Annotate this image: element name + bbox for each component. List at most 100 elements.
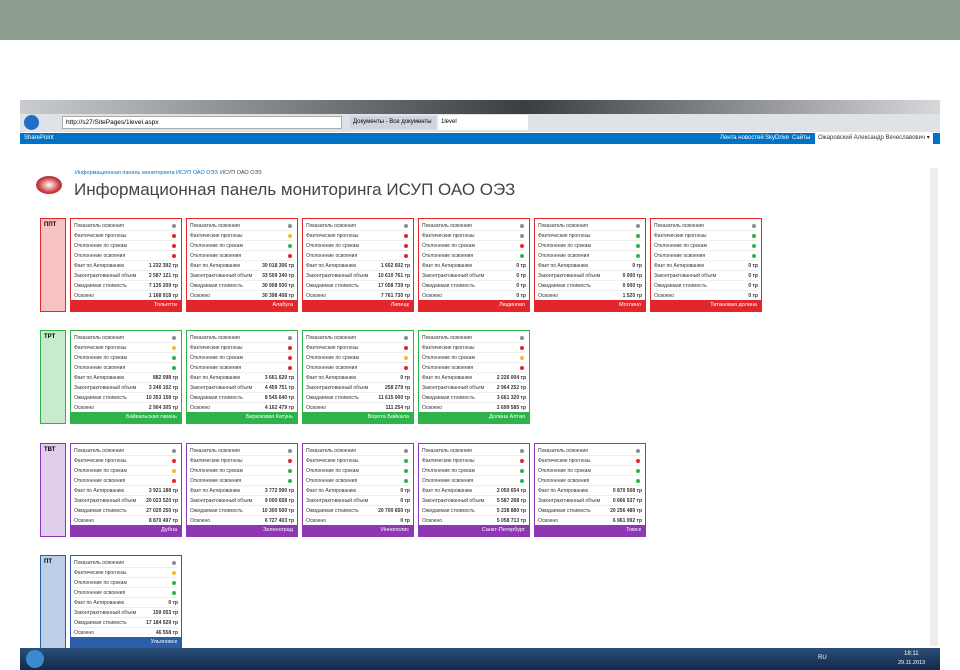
metric-row: Фактические прогнозы (74, 456, 178, 466)
site-card[interactable]: Показатель освоения Фактические прогнозы О… (534, 218, 646, 312)
status-indicator (404, 244, 408, 248)
metric-row: Показатель освоения (74, 446, 178, 456)
site-card[interactable]: Показатель освоения Фактические прогнозы О… (302, 218, 414, 312)
back-button[interactable] (24, 115, 39, 130)
site-card[interactable]: Показатель освоения Фактические прогнозы О… (418, 443, 530, 537)
metric-label: Фактические прогнозы (306, 458, 359, 464)
status-indicator (288, 449, 292, 453)
metric-label: Отклонение освоения (538, 253, 590, 259)
metric-label: Показатель освоения (538, 223, 588, 229)
metric-row: Показатель освоения (538, 446, 642, 456)
site-card[interactable]: Показатель освоения Фактические прогнозы О… (70, 330, 182, 424)
metric-row: Законтрактованный объем 0 тр (306, 496, 410, 506)
metric-label: Факт по Актированию (306, 488, 357, 494)
metric-row: Факт по Актированию 3 661 620 тр (190, 373, 294, 383)
metric-row: Отклонение освоения (190, 363, 294, 373)
link[interactable]: SkyDrive (765, 135, 790, 141)
metric-row: Законтрактованный объем 0 тр (422, 271, 526, 281)
user[interactable]: Ожаровский Александр Вячеславович ▾ (815, 133, 933, 144)
metric-row: Факт по Актированию 1 232 392 тр (74, 261, 178, 271)
status-indicator (520, 244, 524, 248)
link[interactable]: Сайты (792, 135, 811, 141)
brand: SharePoint (24, 135, 54, 141)
metric-label: Ожидаемая стоимость (74, 283, 127, 289)
site-card[interactable]: Показатель освоения Фактические прогнозы О… (186, 443, 298, 537)
metric-row: Законтрактованный объем 0 666 537 тр (538, 496, 642, 506)
site-card[interactable]: Показатель освоения Фактические прогнозы О… (70, 443, 182, 537)
metric-label: Показатель освоения (190, 448, 240, 454)
link[interactable]: Лента новостей (720, 135, 764, 141)
metric-label: Факт по Актированию (190, 488, 241, 494)
site-card[interactable]: Показатель освоения Фактические прогнозы О… (186, 218, 298, 312)
metric-label: Ожидаемая стоимость (538, 283, 591, 289)
metric-label: Отклонение по срокам (538, 243, 591, 249)
metric-row: Отклонение по срокам (190, 241, 294, 251)
status-indicator (172, 254, 176, 258)
site-card[interactable]: Показатель освоения Фактические прогнозы О… (534, 443, 646, 537)
breadcrumb[interactable]: Информационная панель мониторинга ИСУП О… (75, 170, 218, 176)
site-card[interactable]: Показатель освоения Фактические прогнозы О… (418, 218, 530, 312)
tab[interactable]: 1level (438, 115, 528, 130)
metric-label: Законтрактованный объем (74, 273, 137, 279)
status-indicator (172, 346, 176, 350)
status-indicator (172, 561, 176, 565)
breadcrumb[interactable]: ИСУП ОАО ОЭЗ (220, 170, 262, 176)
group-label: ПТ (40, 555, 66, 649)
site-card[interactable]: Показатель освоения Фактические прогнозы О… (70, 555, 182, 649)
metric-label: Отклонение освоения (74, 253, 126, 259)
group-label: ТВТ (40, 443, 66, 537)
metric-row: Отклонение освоения (422, 476, 526, 486)
metric-label: Отклонение по срокам (306, 468, 359, 474)
start-button[interactable] (26, 650, 44, 668)
status-indicator (172, 234, 176, 238)
site-card[interactable]: Показатель освоения Фактические прогнозы О… (302, 443, 414, 537)
address-bar[interactable]: http://s27/SitePages/1level.aspx (62, 116, 342, 129)
metric-row: Ожидаемая стоимость 8 545 640 тр (190, 393, 294, 403)
help[interactable]: ? (928, 135, 932, 141)
site-card[interactable]: Показатель освоения Фактические прогнозы О… (418, 330, 530, 424)
metric-label: Отклонение освоения (190, 365, 242, 371)
metric-value: 20 700 650 тр (378, 508, 410, 514)
scrollbar[interactable] (930, 168, 938, 646)
metric-value: 1 520 тр (622, 293, 642, 299)
metric-value: 5 238 880 тр (496, 508, 526, 514)
metric-value: 6 961 992 тр (612, 518, 642, 524)
metric-value: 8 870 497 тр (148, 518, 178, 524)
metric-value: 27 020 250 тр (146, 508, 178, 514)
metric-row: Отклонение по срокам (422, 466, 526, 476)
metric-row: Законтрактованный объем 2 964 252 тр (422, 383, 526, 393)
site-card[interactable]: Показатель освоения Фактические прогнозы О… (650, 218, 762, 312)
site-card[interactable]: Показатель освоения Фактические прогнозы О… (70, 218, 182, 312)
status-indicator (288, 234, 292, 238)
metric-label: Фактические прогнозы (306, 233, 359, 239)
status-indicator (520, 254, 524, 258)
site-name: Моглино (535, 300, 645, 311)
status-indicator (172, 459, 176, 463)
status-indicator (636, 449, 640, 453)
lang[interactable]: RU (818, 655, 827, 661)
metric-label: Отклонение по срокам (306, 355, 359, 361)
site-card[interactable]: Показатель освоения Фактические прогнозы О… (186, 330, 298, 424)
status-indicator (288, 336, 292, 340)
metric-value: 0 тр (516, 263, 526, 269)
metric-value: 11 615 000 тр (378, 395, 410, 401)
metric-label: Отклонение освоения (190, 253, 242, 259)
metric-value: 7 135 209 тр (148, 283, 178, 289)
status-indicator (404, 479, 408, 483)
metric-row: Факт по Актированию 3 921 188 тр (74, 486, 178, 496)
metric-value: 0 тр (748, 283, 758, 289)
site-card[interactable]: Показатель освоения Фактические прогнозы О… (302, 330, 414, 424)
metric-value: 5 058 713 тр (496, 518, 526, 524)
metric-value: 1 232 392 тр (148, 263, 178, 269)
metric-row: Ожидаемая стоимость 0 тр (422, 281, 526, 291)
tab[interactable]: Документы - Все документы (350, 116, 436, 129)
metric-label: Отклонение по срокам (190, 468, 243, 474)
status-indicator (172, 581, 176, 585)
metric-row: Отклонение освоения (306, 476, 410, 486)
metric-value: 2 964 252 тр (496, 385, 526, 391)
metric-label: Факт по Актированию (654, 263, 705, 269)
metric-row: Отклонение по срокам (306, 466, 410, 476)
metric-value: 30 018 306 тр (262, 263, 294, 269)
metric-row: Законтрактованный объем 9 000 658 тр (190, 496, 294, 506)
metric-label: Освоено (74, 518, 95, 524)
